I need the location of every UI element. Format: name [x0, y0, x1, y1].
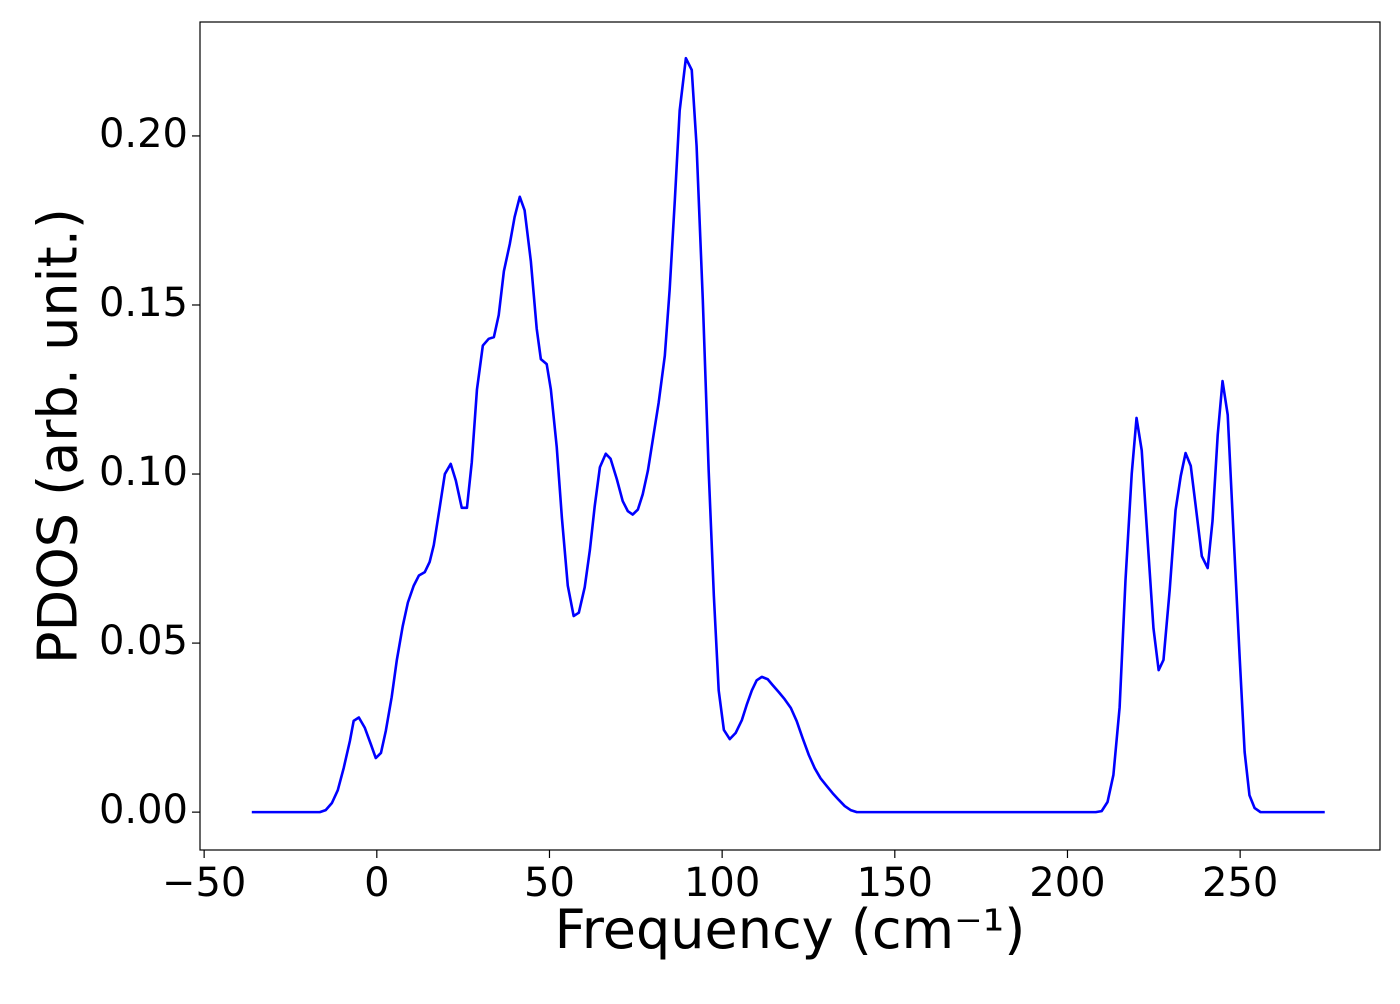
x-tick-label: 150	[857, 860, 933, 906]
y-tick-label: 0.05	[99, 618, 188, 664]
y-tick-label: 0.00	[99, 787, 188, 833]
x-tick-label: 200	[1029, 860, 1105, 906]
x-tick-label: 50	[524, 860, 575, 906]
x-tick-label: 0	[364, 860, 389, 906]
y-axis-label: PDOS (arb. unit.)	[27, 208, 90, 664]
x-axis-label: Frequency (cm⁻¹)	[555, 898, 1026, 961]
x-tick-label: 250	[1202, 860, 1278, 906]
plot-frame	[199, 21, 1381, 851]
y-tick-label: 0.10	[99, 449, 188, 495]
y-tick-label: 0.15	[99, 280, 188, 326]
pdos-line	[251, 56, 1325, 814]
x-tick-label: −50	[162, 860, 246, 906]
x-tick-label: 100	[684, 860, 760, 906]
y-tick-label: 0.20	[99, 111, 188, 157]
